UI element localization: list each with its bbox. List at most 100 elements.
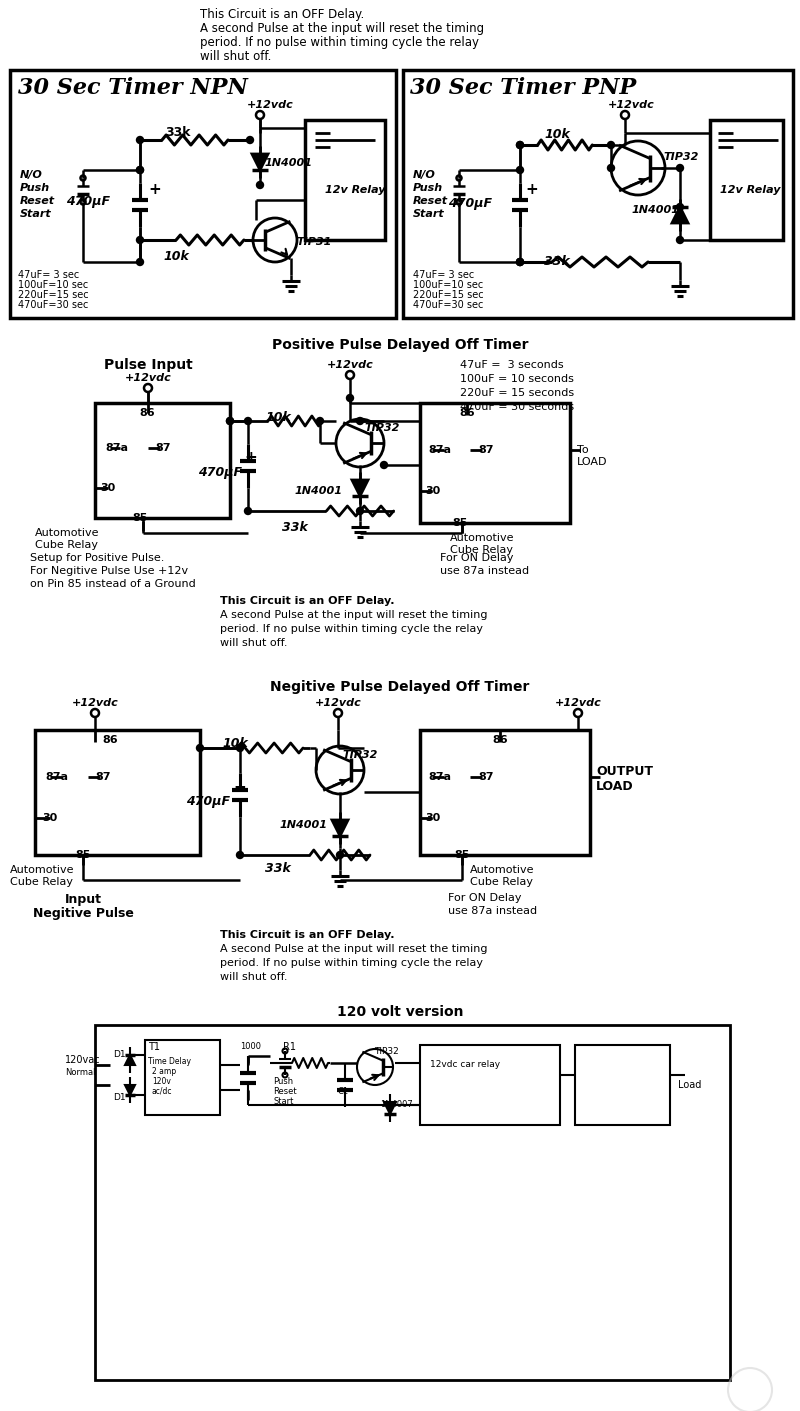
Text: 1N4001: 1N4001 — [280, 820, 328, 830]
Polygon shape — [332, 820, 348, 835]
Text: 87: 87 — [478, 444, 494, 454]
Text: 33k: 33k — [544, 255, 570, 268]
Text: 220uF=15 sec: 220uF=15 sec — [413, 291, 484, 301]
Text: Start: Start — [20, 209, 52, 219]
Text: 12vdc car relay: 12vdc car relay — [430, 1060, 500, 1070]
Text: 87a: 87a — [105, 443, 128, 453]
Text: 100uF = 10 seconds: 100uF = 10 seconds — [460, 374, 574, 384]
Text: Cube Relay: Cube Relay — [450, 545, 513, 555]
Text: Time Delay: Time Delay — [148, 1057, 191, 1065]
Circle shape — [517, 258, 523, 265]
Text: 120 volt version: 120 volt version — [337, 1005, 463, 1019]
Text: OUTPUT: OUTPUT — [596, 765, 653, 777]
Text: LOAD: LOAD — [596, 780, 634, 793]
Text: TIP32: TIP32 — [342, 751, 378, 761]
Circle shape — [607, 165, 614, 172]
Text: 12v Relay: 12v Relay — [720, 185, 781, 195]
Text: For ON Delay: For ON Delay — [448, 893, 522, 903]
Text: 47uF =  3 seconds: 47uF = 3 seconds — [460, 360, 564, 370]
Text: 1000: 1000 — [240, 1041, 261, 1051]
Text: period. If no pulse within timing cycle the relay: period. If no pulse within timing cycle … — [220, 958, 483, 968]
Text: 120v: 120v — [152, 1077, 171, 1086]
Text: 470μF: 470μF — [198, 466, 242, 478]
Bar — [35, 729, 200, 855]
Text: 30: 30 — [425, 485, 440, 497]
Text: +12vdc: +12vdc — [72, 698, 118, 708]
Text: 30 Sec Timer NPN: 30 Sec Timer NPN — [18, 78, 248, 99]
Text: 10k: 10k — [544, 128, 570, 141]
Circle shape — [677, 203, 683, 210]
Circle shape — [237, 745, 243, 752]
Circle shape — [246, 137, 254, 144]
Bar — [420, 404, 570, 523]
Text: 85: 85 — [452, 518, 468, 528]
Text: Setup for Positive Pulse.: Setup for Positive Pulse. — [30, 553, 164, 563]
Text: 1N4007: 1N4007 — [380, 1101, 413, 1109]
Text: 30 Sec Timer PNP: 30 Sec Timer PNP — [410, 78, 636, 99]
Circle shape — [137, 237, 143, 244]
Text: 85: 85 — [132, 514, 148, 523]
Text: 470μF: 470μF — [66, 195, 110, 207]
Circle shape — [677, 165, 683, 172]
Text: 86: 86 — [459, 408, 475, 418]
Text: 85: 85 — [75, 849, 90, 859]
Circle shape — [517, 141, 523, 148]
Text: This Circuit is an OFF Delay.: This Circuit is an OFF Delay. — [220, 930, 394, 940]
Text: 87a: 87a — [45, 772, 68, 782]
Text: will shut off.: will shut off. — [200, 49, 271, 63]
Circle shape — [245, 418, 251, 425]
Text: 33k: 33k — [282, 521, 308, 533]
Circle shape — [607, 141, 614, 148]
Text: 1N4001: 1N4001 — [632, 205, 680, 214]
Text: 100uF=10 sec: 100uF=10 sec — [18, 279, 88, 291]
Text: +12vdc: +12vdc — [554, 698, 602, 708]
Text: 33k: 33k — [265, 862, 291, 875]
Text: use 87a instead: use 87a instead — [448, 906, 537, 916]
Text: 2 amp: 2 amp — [152, 1067, 176, 1077]
Text: 470μF: 470μF — [448, 198, 492, 210]
Text: Push: Push — [413, 183, 443, 193]
Bar — [575, 1046, 670, 1125]
Text: R1: R1 — [283, 1041, 296, 1053]
Polygon shape — [672, 207, 688, 223]
Text: +: + — [525, 182, 538, 198]
Text: 1N4001: 1N4001 — [265, 158, 313, 168]
Text: +: + — [148, 182, 161, 198]
Text: N/O: N/O — [20, 169, 43, 181]
Bar — [420, 729, 590, 855]
Text: Automotive: Automotive — [470, 865, 534, 875]
Text: A second Pulse at the input will reset the timing: A second Pulse at the input will reset t… — [220, 610, 487, 619]
Text: Start: Start — [413, 209, 445, 219]
Text: ac/dc: ac/dc — [152, 1086, 173, 1096]
Text: 1N4001: 1N4001 — [295, 485, 343, 497]
Text: 87a: 87a — [428, 444, 451, 454]
Bar — [95, 404, 230, 518]
Text: Cube Relay: Cube Relay — [470, 878, 533, 888]
Text: on Pin 85 instead of a Ground: on Pin 85 instead of a Ground — [30, 579, 196, 588]
Circle shape — [137, 166, 143, 174]
Circle shape — [245, 508, 251, 515]
Text: Cube Relay: Cube Relay — [10, 878, 73, 888]
Text: 30: 30 — [425, 813, 440, 823]
Text: Push: Push — [273, 1077, 293, 1086]
Text: For Negitive Pulse Use +12v: For Negitive Pulse Use +12v — [30, 566, 188, 576]
Text: Automotive: Automotive — [450, 533, 514, 543]
Circle shape — [357, 418, 363, 425]
Text: 470uF=30 sec: 470uF=30 sec — [18, 301, 88, 310]
Text: 47uF= 3 sec: 47uF= 3 sec — [18, 270, 79, 279]
Text: TIP32: TIP32 — [364, 423, 399, 433]
Text: 87a: 87a — [428, 772, 451, 782]
Text: 100uF=10 sec: 100uF=10 sec — [413, 279, 483, 291]
Text: D1: D1 — [113, 1094, 126, 1102]
Text: will shut off.: will shut off. — [220, 972, 287, 982]
Text: TIP32: TIP32 — [663, 152, 698, 162]
Text: +12vdc: +12vdc — [608, 100, 654, 110]
Text: +: + — [244, 450, 257, 466]
Text: period. If no pulse within timing cycle the relay: period. If no pulse within timing cycle … — [200, 37, 479, 49]
Circle shape — [237, 851, 243, 858]
Text: will shut off.: will shut off. — [220, 638, 287, 648]
Text: 86: 86 — [139, 408, 155, 418]
Text: 85: 85 — [454, 849, 470, 859]
Polygon shape — [125, 1055, 135, 1065]
Text: For ON Delay: For ON Delay — [440, 553, 514, 563]
